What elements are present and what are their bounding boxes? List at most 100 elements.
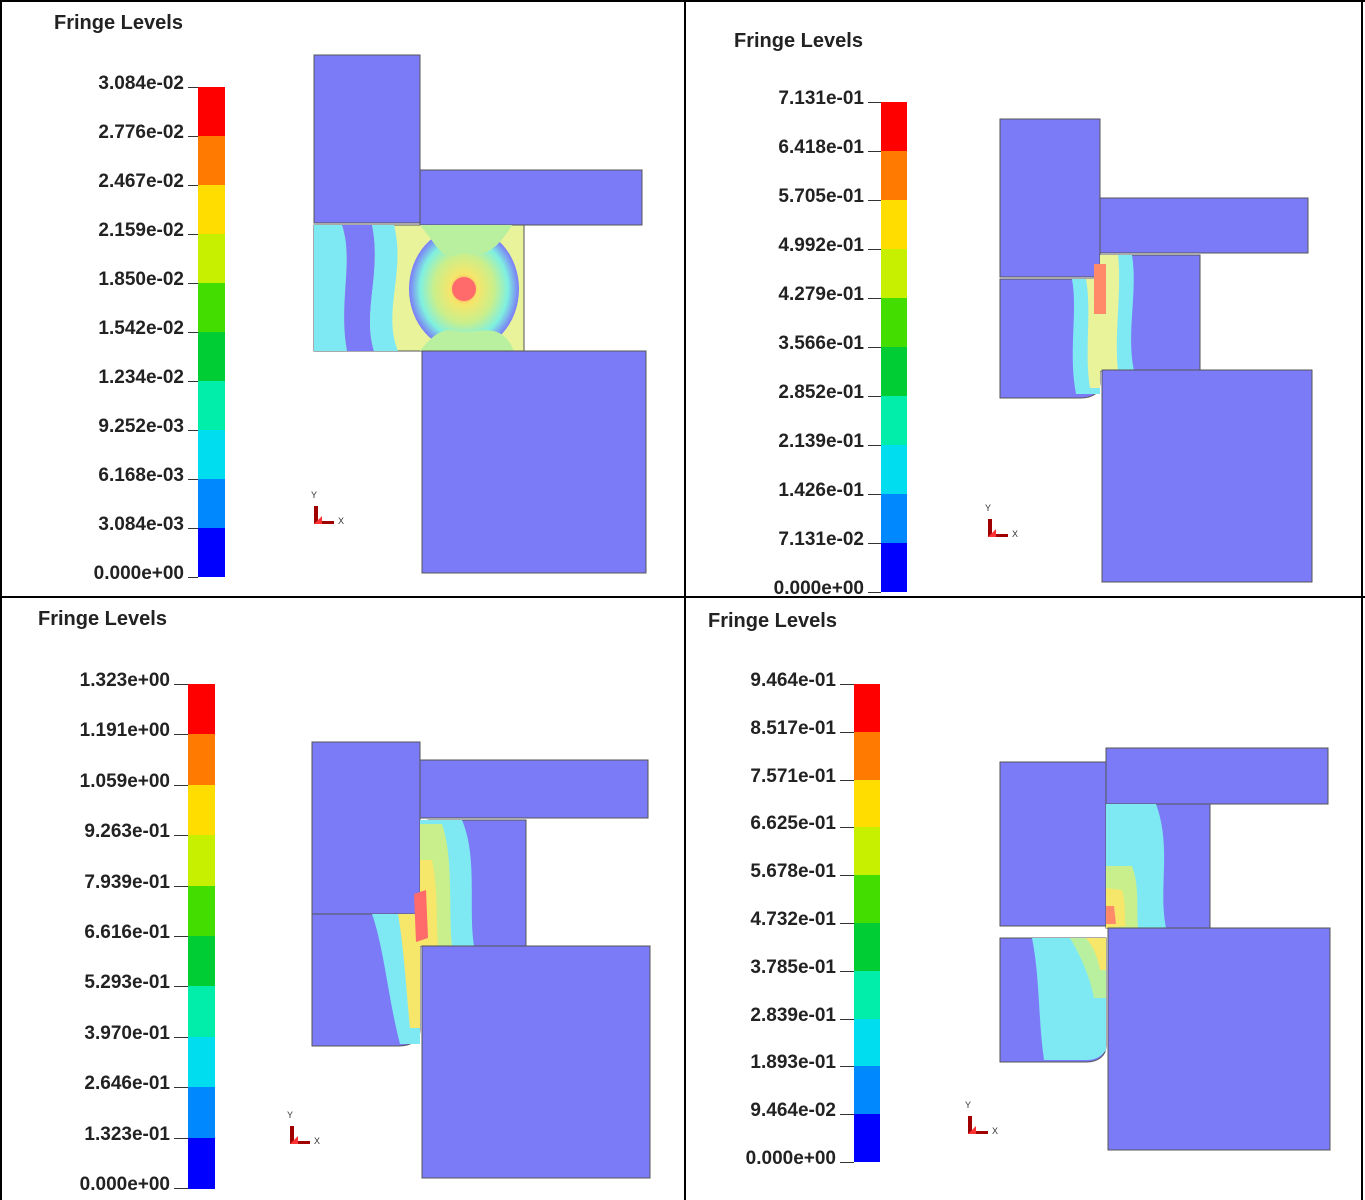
fringe-level-label: 4.992e-01: [778, 235, 864, 256]
fringe-level-label: 2.776e-02: [98, 122, 184, 143]
fringe-tick: [840, 779, 854, 781]
fringe-tick: [840, 1066, 854, 1068]
fringe-level-label: 1.323e+00: [79, 670, 170, 691]
fringe-level-label: 9.263e-01: [84, 821, 170, 843]
fringe-level-label: 0.000e+00: [79, 1174, 170, 1195]
fringe-tick: [868, 249, 881, 250]
fringe-color-band: [881, 396, 907, 445]
fringe-color-band: [881, 298, 907, 347]
axis-x-label: X: [992, 1126, 999, 1136]
fringe-level-label: 3.970e-01: [84, 1022, 170, 1044]
fringe-title: Fringe Levels: [54, 12, 183, 34]
fringe-level-label: 7.571e-01: [750, 765, 836, 787]
fringe-title: Fringe Levels: [708, 610, 837, 632]
contour-band: [1086, 938, 1106, 970]
fringe-level-label: 2.839e-01: [750, 1004, 836, 1026]
fringe-color-band: [188, 986, 215, 1038]
fringe-level-label: 7.939e-01: [84, 871, 170, 893]
frame-right: [1361, 0, 1363, 1200]
fringe-level-label: 8.517e-01: [750, 717, 836, 739]
fringe-tick: [188, 430, 198, 431]
part-upper-arm: [1105, 747, 1329, 805]
fringe-color-band: [198, 332, 225, 381]
fringe-level-label: 7.131e-02: [778, 529, 864, 550]
fringe-level-label: 0.000e+00: [93, 563, 184, 584]
fringe-tick: [840, 1114, 854, 1116]
contour-hotspot: [414, 890, 428, 942]
fringe-color-band: [188, 684, 215, 735]
fringe-level-label: 4.279e-01: [778, 284, 864, 305]
fringe-level-label: 9.464e-01: [750, 670, 836, 691]
fringe-level-label: 2.159e-02: [98, 220, 184, 241]
fringe-level-label: 0.000e+00: [773, 578, 864, 596]
fringe-color-band: [881, 102, 907, 151]
contour-band: [370, 225, 398, 351]
fringe-color-band: [881, 200, 907, 249]
part-lower-block: [1101, 369, 1313, 583]
fringe-color-band: [881, 494, 907, 543]
fringe-color-band: [188, 1137, 215, 1189]
fringe-color-band: [188, 936, 215, 987]
fringe-color-band: [854, 1114, 880, 1163]
fringe-tick: [174, 936, 188, 937]
contour-band: [342, 225, 375, 351]
fringe-tick: [840, 731, 854, 733]
part-lower-block: [1107, 927, 1331, 1151]
fringe-level-label: 9.252e-03: [98, 416, 184, 437]
contour-hotspot: [452, 277, 476, 301]
fringe-level-label: 5.705e-01: [778, 186, 864, 207]
fringe-level-label: 3.566e-01: [778, 333, 864, 354]
part-upper-arm: [419, 169, 643, 226]
fringe-color-band: [854, 684, 880, 732]
fringe-color-band: [854, 970, 880, 1019]
fringe-tick: [188, 136, 198, 137]
axis-x-label: X: [338, 516, 345, 526]
part-lower-block: [421, 350, 647, 574]
frame-top: [0, 0, 1365, 2]
fringe-color-band: [881, 151, 907, 200]
fringe-tick: [868, 494, 881, 495]
fringe-color-band: [198, 87, 225, 136]
fringe-tick: [868, 298, 881, 299]
part-upper-arm: [419, 759, 649, 819]
fringe-tick: [174, 1137, 188, 1139]
fringe-color-band: [198, 479, 225, 528]
fringe-color-band: [198, 234, 225, 283]
fringe-tick: [868, 543, 881, 544]
fringe-level-label: 6.168e-03: [98, 465, 184, 486]
fringe-tick: [174, 684, 188, 685]
contour-band: [420, 225, 512, 256]
fringe-color-band: [198, 381, 225, 430]
fringe-level-label: 2.646e-01: [84, 1073, 170, 1095]
axis-x-label: X: [314, 1136, 321, 1146]
fringe-tick: [840, 970, 854, 972]
fringe-tick: [840, 684, 854, 685]
fringe-level-label: 5.293e-01: [84, 972, 170, 994]
fringe-color-band: [188, 835, 215, 887]
contour-band: [420, 330, 514, 351]
fringe-level-label: 0.000e+00: [745, 1148, 836, 1169]
fringe-level-label: 1.542e-02: [98, 318, 184, 339]
fringe-tick: [868, 445, 881, 446]
fringe-tick: [188, 87, 198, 88]
fringe-level-label: 2.467e-02: [98, 171, 184, 192]
fringe-tick: [840, 1162, 854, 1163]
fringe-color-band: [881, 543, 907, 592]
part-upper-left-block: [999, 761, 1107, 927]
fringe-level-label: 6.625e-01: [750, 813, 836, 835]
part-upper-left-block: [999, 118, 1101, 278]
fringe-color-band: [854, 731, 880, 780]
fringe-tick: [840, 875, 854, 877]
fringe-level-label: 1.323e-01: [84, 1123, 170, 1145]
fringe-tick: [188, 185, 198, 186]
fringe-tick: [174, 986, 188, 988]
fringe-level-label: 1.059e+00: [79, 770, 170, 792]
fringe-color-band: [198, 185, 225, 234]
fringe-tick: [188, 528, 198, 529]
